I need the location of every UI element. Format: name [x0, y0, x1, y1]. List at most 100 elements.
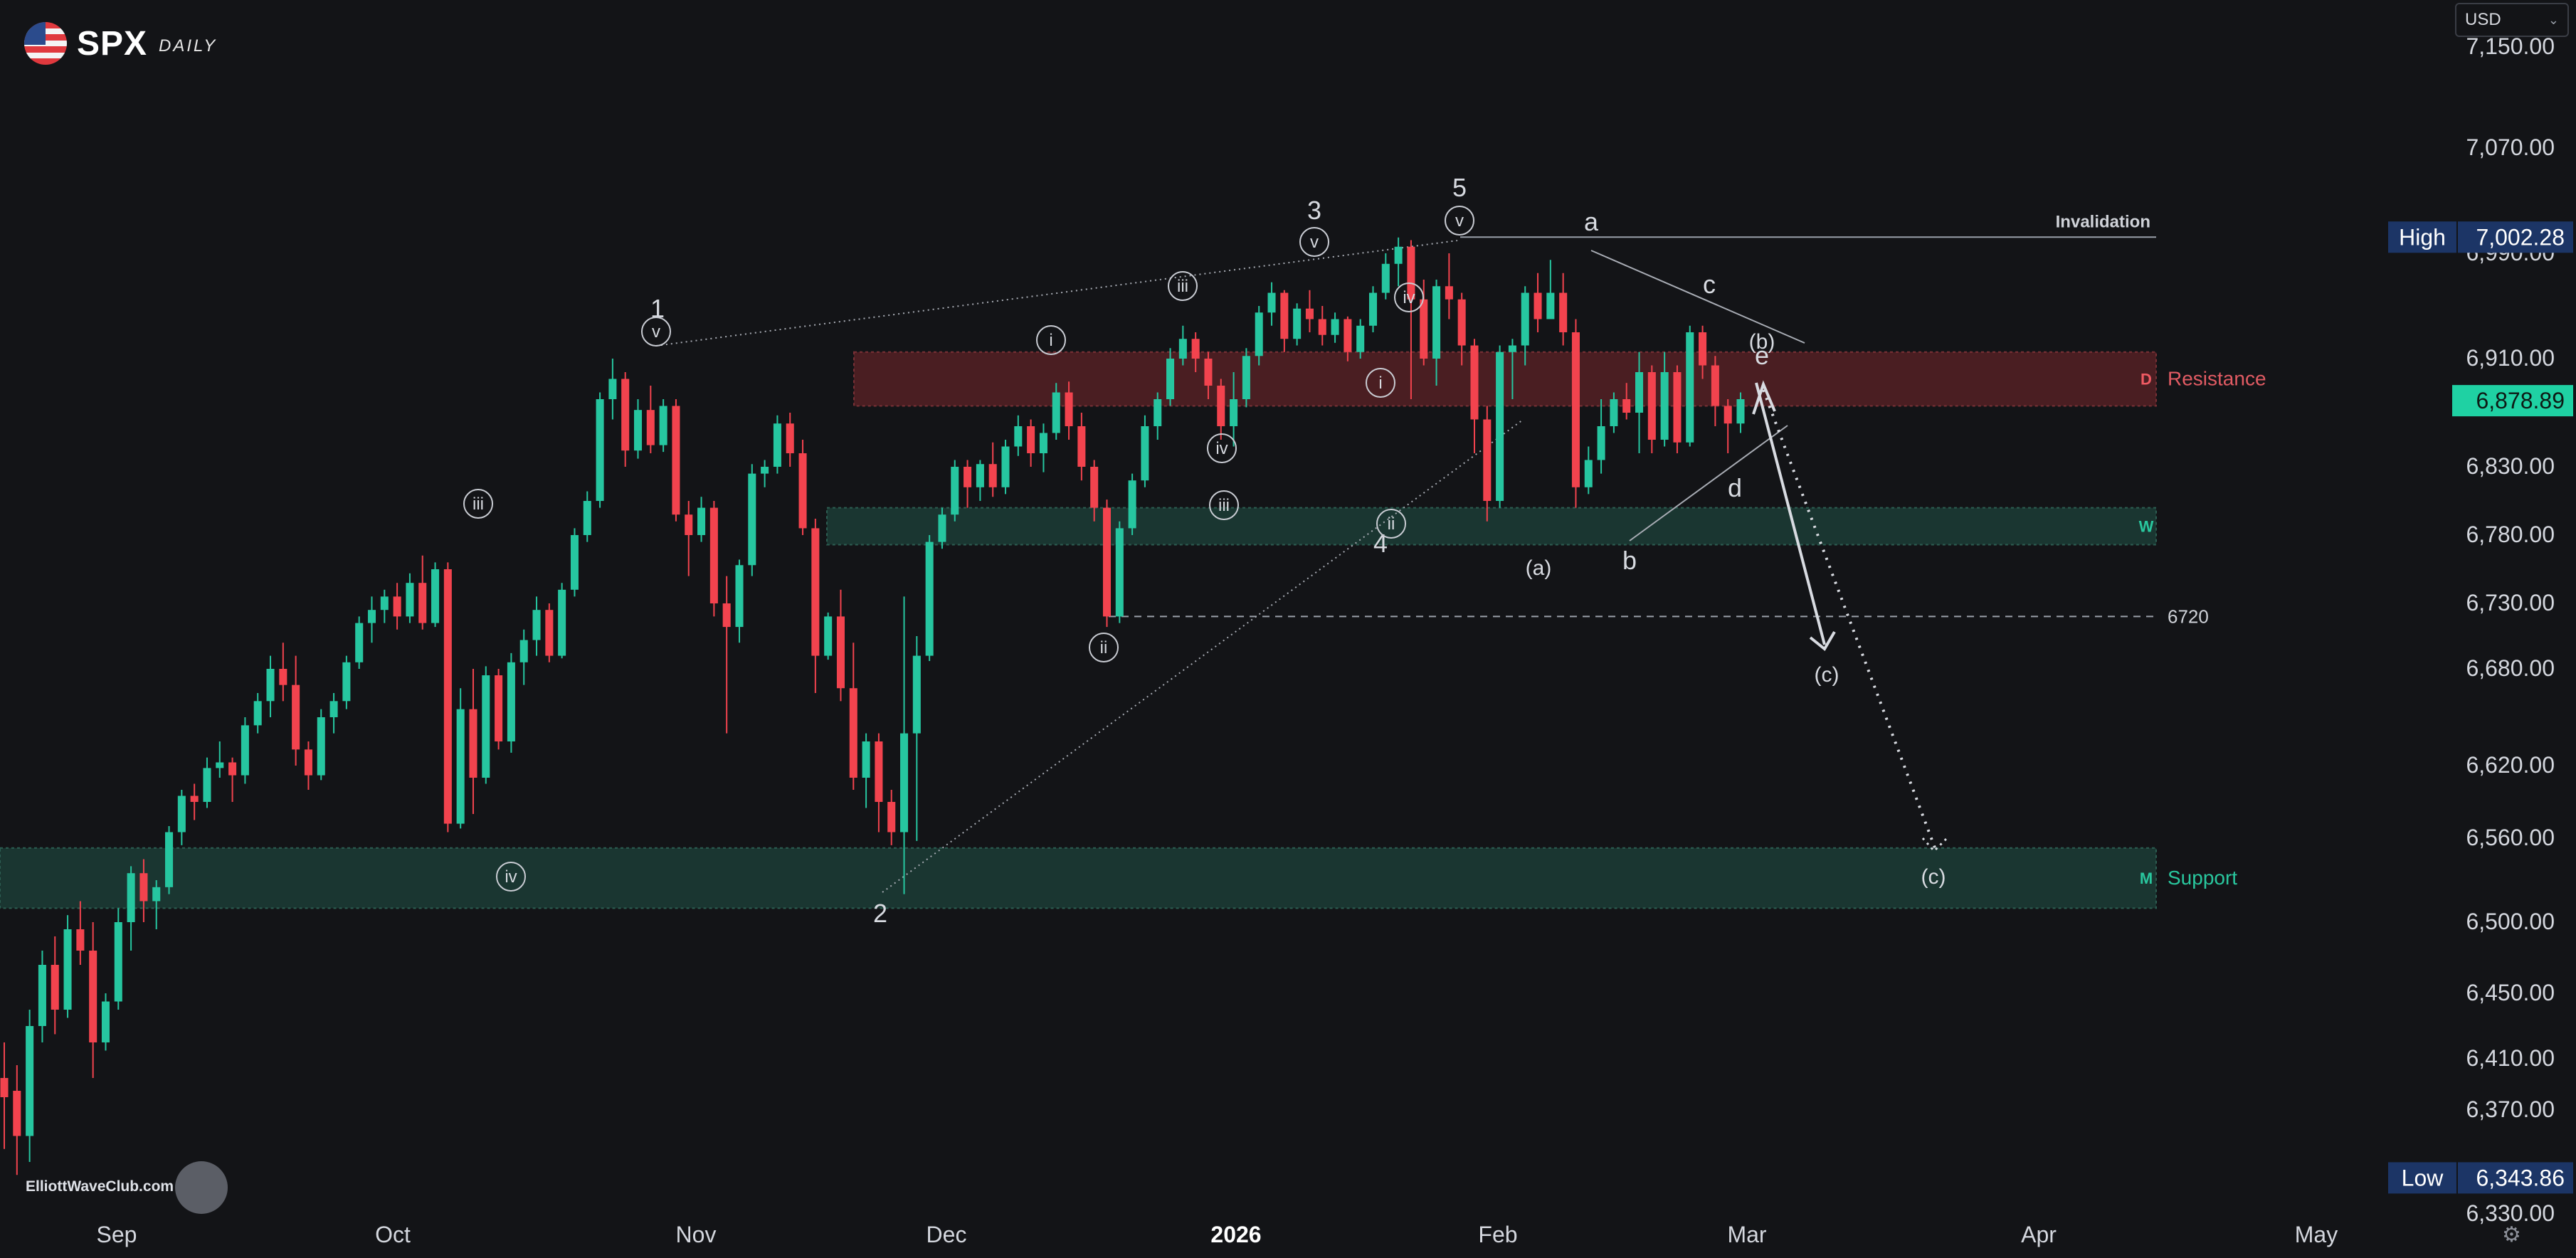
candle-body [912, 655, 921, 734]
candle-body [292, 684, 300, 750]
candle [1267, 282, 1276, 326]
settings-gear-icon[interactable]: ⚙ [2502, 1223, 2521, 1247]
wave-circle [496, 862, 526, 892]
y-axis-tick: 6,370.00 [2466, 1096, 2555, 1122]
candle [228, 757, 237, 802]
candle [165, 826, 174, 894]
candle-body [1457, 299, 1466, 346]
candle [964, 460, 972, 508]
candle [443, 562, 452, 832]
candle [685, 501, 693, 576]
candle [1255, 306, 1263, 366]
candle-body [329, 701, 338, 717]
x-axis-tick: Mar [1727, 1222, 1766, 1247]
candle [1128, 473, 1136, 535]
candle-body [646, 410, 655, 445]
candle-body [925, 541, 934, 656]
candle [1597, 399, 1605, 474]
candle-body [1217, 386, 1225, 426]
wave-circle [1299, 227, 1329, 257]
candle [1559, 273, 1568, 346]
wave-circle [1445, 206, 1474, 236]
candle-body [152, 887, 161, 902]
candle [431, 562, 440, 628]
candle-body [51, 965, 59, 1010]
candle [1001, 440, 1010, 495]
y-axis-tick: 7,150.00 [2466, 33, 2555, 59]
candle [114, 908, 122, 1010]
zone-resistance [853, 351, 2157, 407]
candle [1711, 356, 1719, 426]
candle [304, 741, 312, 790]
candle [1204, 352, 1213, 399]
candle-body [1508, 345, 1516, 352]
candle-body [507, 662, 515, 741]
dotted-trendline-2-4 [882, 419, 1524, 893]
wave-label: d [1728, 473, 1742, 502]
low-price-value: 6,343.86 [2476, 1165, 2565, 1190]
y-axis-tick: 6,780.00 [2466, 522, 2555, 547]
candle-body [1711, 365, 1719, 406]
candle-body [735, 565, 744, 628]
candle-body [938, 514, 946, 542]
candle-body [621, 379, 630, 451]
wave-label: b [1622, 546, 1637, 575]
candle-body [114, 922, 122, 1002]
candle-body [76, 929, 85, 951]
y-axis-tick: 6,730.00 [2466, 590, 2555, 615]
candle-body [1077, 426, 1086, 467]
candle [1344, 316, 1352, 361]
candle-body [355, 623, 364, 662]
wave-label: (c) [1815, 663, 1839, 687]
candle-body [862, 741, 870, 778]
candle-body [1521, 292, 1529, 346]
candle [1115, 521, 1124, 623]
candle [773, 415, 781, 474]
wave-circle [1207, 433, 1237, 463]
candle-body [976, 464, 984, 487]
candle-body [1356, 325, 1365, 352]
wave-label: i [1378, 374, 1382, 393]
wave-label: iii [1218, 496, 1230, 515]
high-price-value-bg [2458, 221, 2573, 253]
candle-body [824, 616, 833, 656]
candle-body [1432, 286, 1441, 359]
candle-body [1204, 359, 1213, 386]
y-axis-tick: 6,830.00 [2466, 453, 2555, 479]
wave-label: i [1049, 331, 1052, 350]
wave-label: v [1455, 211, 1464, 231]
candle-body [672, 406, 680, 515]
high-price-label: High [2399, 224, 2446, 250]
candle [761, 460, 769, 487]
candle [482, 666, 490, 784]
candle-body [1065, 392, 1073, 426]
currency-dropdown[interactable]: USD ⌄ [2455, 3, 2569, 37]
candle-body [139, 873, 148, 902]
candle-body [1699, 332, 1707, 366]
candle-body [532, 610, 541, 640]
candle-body [1344, 319, 1352, 352]
wave-label: iii [1177, 277, 1188, 296]
candle-body [1141, 426, 1149, 481]
candle-body [1280, 292, 1289, 339]
candle [836, 589, 845, 702]
wave-label: iv [505, 867, 517, 887]
candle [152, 880, 161, 929]
last-price-value-bg [2452, 385, 2573, 417]
candle [1293, 303, 1302, 346]
candle [418, 555, 427, 630]
candle [925, 535, 934, 661]
candle-body [456, 709, 465, 824]
candle [1077, 413, 1086, 481]
wave-label: (a) [1526, 556, 1552, 580]
x-axis-tick: May [2295, 1222, 2338, 1247]
candle-body [1027, 426, 1035, 453]
currency-value: USD [2465, 10, 2501, 29]
candle [951, 460, 959, 522]
candle-body [798, 453, 807, 529]
candle [1508, 339, 1516, 399]
candle-body [558, 589, 566, 656]
symbol-label: SPX [77, 24, 148, 63]
candle [887, 790, 896, 845]
